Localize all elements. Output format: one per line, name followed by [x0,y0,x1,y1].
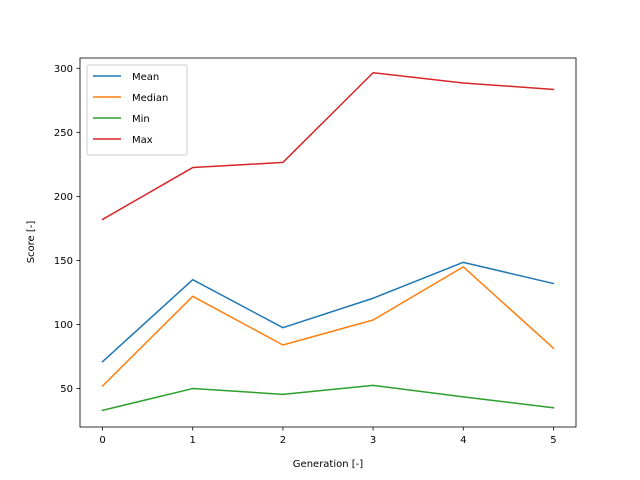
x-tick-label: 4 [460,435,466,446]
y-axis-ticks: 50 100 150 200 250 300 [54,64,80,395]
plot-frame [79,57,577,428]
y-tick-label: 200 [54,192,73,203]
legend: Mean Median Min Max [86,64,188,156]
x-axis-label: Generation [-] [293,459,363,470]
series-line-median [101,266,555,388]
legend-label-min: Min [132,114,150,125]
y-tick-label: 150 [54,256,73,267]
y-tick-label: 300 [54,64,73,75]
series-line-mean [101,261,555,363]
series-layer [101,71,555,412]
x-tick-label: 0 [99,435,105,446]
x-axis-ticks: 0 1 2 3 4 5 [99,427,557,446]
legend-box [86,64,188,156]
x-tick-label: 3 [370,435,376,446]
legend-label-max: Max [132,135,153,146]
y-tick-label: 50 [60,384,73,395]
series-line-min [101,384,555,412]
x-tick-label: 1 [190,435,196,446]
y-tick-label: 100 [54,320,73,331]
y-tick-label: 250 [54,128,73,139]
x-tick-label: 5 [550,435,556,446]
y-axis-label: Score [-] [26,221,37,264]
legend-label-mean: Mean [132,72,159,83]
legend-label-median: Median [132,93,168,104]
series-line-max [101,71,555,221]
x-tick-label: 2 [280,435,286,446]
